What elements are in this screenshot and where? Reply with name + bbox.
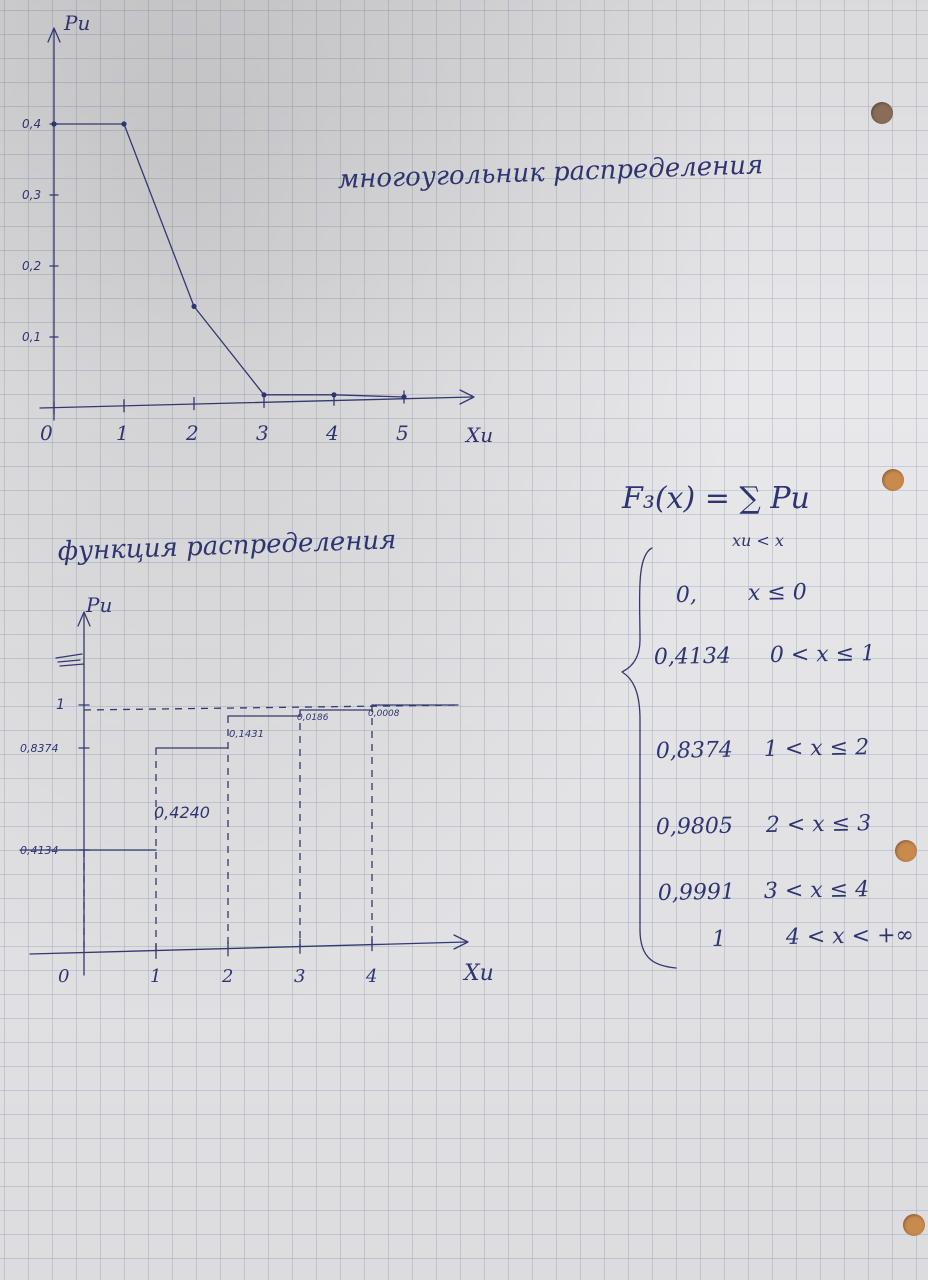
formula-case-value: 0,9805: [656, 814, 733, 840]
polygon-x-tick-label: 2: [185, 421, 199, 445]
formula-brace: [621, 547, 677, 969]
cdf-x-tick-label: 2: [221, 966, 233, 987]
punch-hole: [871, 102, 893, 124]
cdf-step-label: 0,0186: [297, 713, 329, 723]
punch-hole: [895, 840, 917, 862]
polygon-y-tick-label: 0,1: [22, 330, 41, 344]
cdf-y-arrow: [77, 611, 91, 627]
polygon-x-tick-label: 4: [325, 421, 339, 445]
cdf-step-label: 0,4240: [154, 803, 210, 822]
polygon-y-tick-label: 0,3: [22, 188, 41, 202]
cdf-x-axis-label: Xи: [462, 961, 494, 986]
polygon-data-point: [261, 392, 267, 398]
formula-case-value: 1: [712, 927, 726, 952]
cdf-x-tick-label: 4: [365, 966, 377, 987]
punch-hole: [903, 1214, 925, 1236]
cdf-one-guideline: [83, 704, 461, 711]
polygon-x-axis: [39, 396, 473, 409]
formula-case-condition: 1 < x ≤ 2: [764, 735, 870, 762]
polygon-x-axis-label: Xи: [464, 423, 493, 447]
cdf-y-axis-label: Pи: [85, 593, 112, 617]
formula-case-value: 0,4134: [654, 644, 731, 670]
punch-hole: [882, 469, 904, 491]
cdf-y-tick-label: 0,8374: [20, 742, 59, 755]
formula-case-condition: x ≤ 0: [748, 580, 807, 606]
polygon-y-arrow: [47, 27, 61, 43]
formula-case-condition: 4 < x < +∞: [785, 923, 914, 950]
polygon-data-point: [51, 121, 57, 127]
formula-case-value: 0,8374: [656, 738, 733, 764]
polygon-data-point: [401, 394, 407, 400]
polygon-x-tick-label: 0: [40, 421, 53, 445]
scribble-mark: [55, 653, 85, 667]
polygon-x-tick-label: 5: [396, 421, 409, 445]
cdf-x-tick-label: 1: [150, 966, 161, 987]
polygon-series-line: [53, 123, 405, 398]
formula-case-condition: 0 < x ≤ 1: [770, 641, 876, 668]
polygon-y-tick-label: 0,4: [22, 117, 41, 131]
cdf-title: функция распределения: [57, 525, 397, 567]
cdf-x-tick-label: 3: [294, 966, 305, 987]
polygon-data-point: [191, 303, 197, 309]
polygon-x-tick-label: 3: [256, 421, 269, 445]
polygon-chart: Pи Xи 0,4 0,3 0,2 0,1 0 1 2 3 4 5 многоугольник …: [22, 11, 764, 447]
formula-subscript: xи < x: [732, 531, 784, 550]
polygon-x-arrow: [459, 389, 475, 405]
cdf-formula: F₃(x) = ∑ Pи xи < x 0, x ≤ 0 0,4134 0 < x ≤…: [621, 481, 914, 969]
polygon-x-tick-label: 1: [116, 421, 129, 445]
cdf-x-tick-label: 0: [58, 966, 69, 987]
formula-case-condition: 3 < x ≤ 4: [764, 877, 870, 904]
cdf-chart: функция распределения Pи Xи 10,83740,413…: [19, 525, 494, 987]
cdf-y-tick-label: 1: [56, 697, 65, 713]
polygon-y-tick-label: 0,2: [22, 259, 41, 273]
formula-case-condition: 2 < x ≤ 3: [765, 811, 872, 838]
polygon-y-axis-label: Pи: [63, 11, 90, 35]
formula-lhs: F₃(x) = ∑ Pи: [621, 481, 810, 516]
cdf-x-axis: [29, 941, 467, 955]
polygon-data-point: [331, 392, 337, 398]
polygon-title: многоугольник распределения: [337, 150, 764, 195]
cdf-x-arrow: [453, 934, 469, 950]
formula-case-value: 0,9991: [658, 880, 735, 906]
cdf-step-label: 0,1431: [229, 729, 264, 740]
polygon-data-point: [121, 121, 127, 127]
formula-case-value: 0,: [676, 583, 697, 608]
cdf-step-label: 0,0008: [368, 709, 400, 719]
